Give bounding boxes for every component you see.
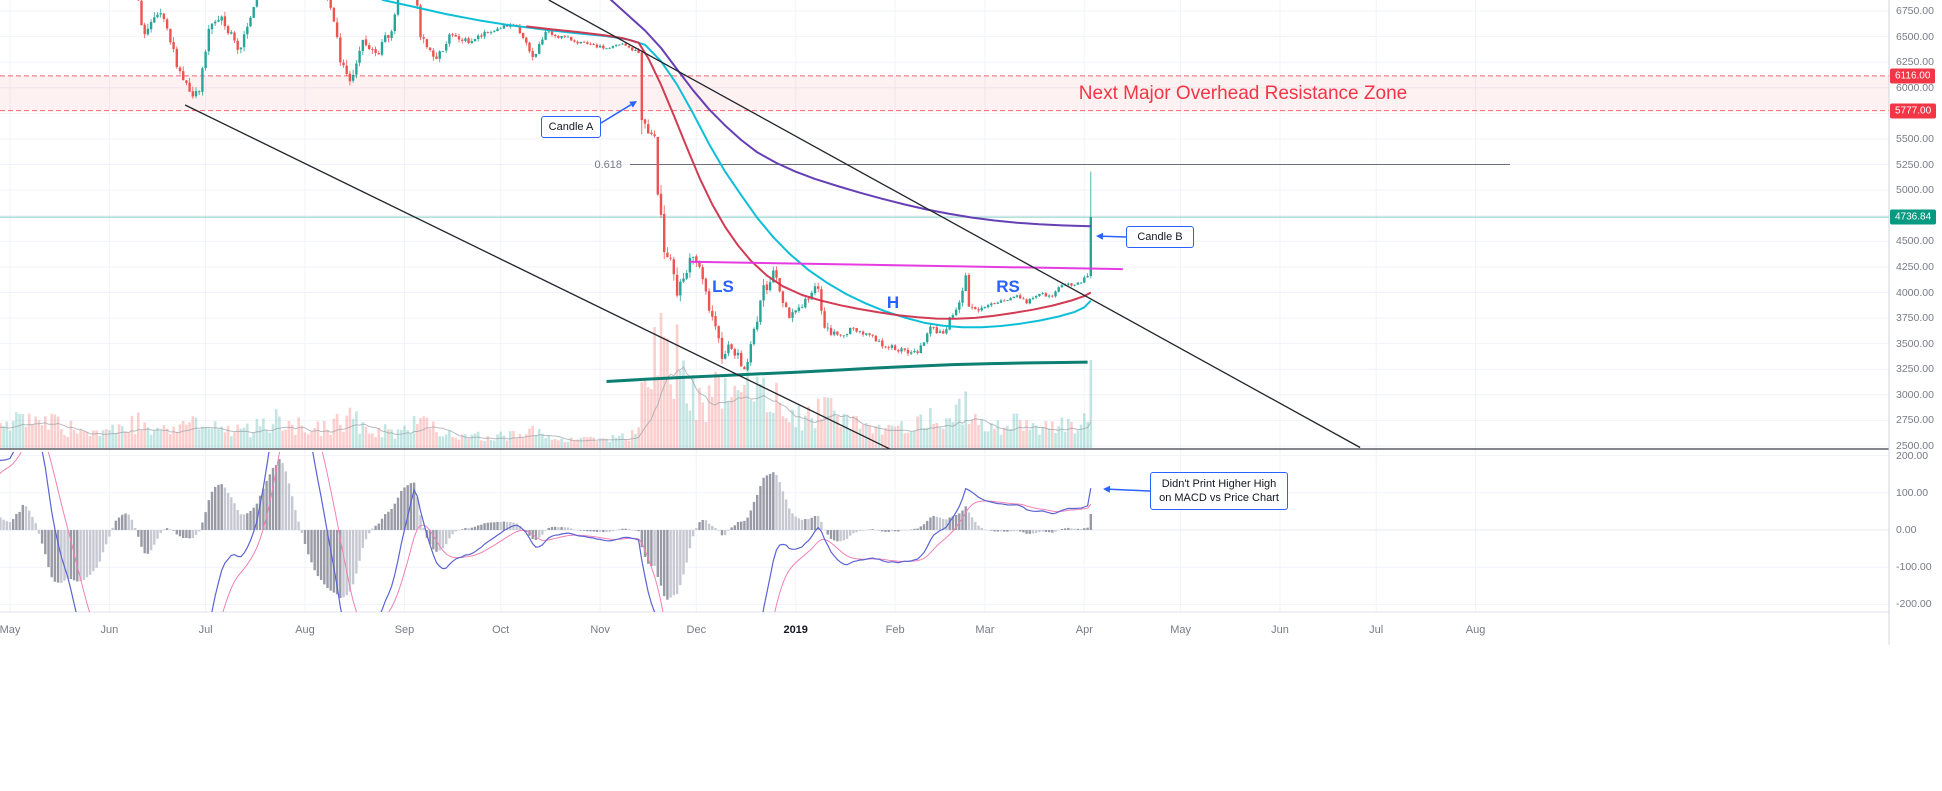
price-axis-label: 4250.00	[1896, 260, 1934, 273]
macd-axis-label: 0.00	[1896, 524, 1917, 536]
price-axis-label: 4000.00	[1896, 286, 1934, 299]
macd-axis-label: 200.00	[1896, 449, 1929, 462]
price-axis-label: 3750.00	[1896, 312, 1934, 325]
volume-series	[0, 313, 1093, 448]
price-axis[interactable]: 6750.00 6500.00 6250.00 6116.00 6000.00 5777.…	[1890, 0, 1942, 645]
time-axis-label: Jun	[100, 624, 119, 636]
price-axis-label: 6000.00	[1896, 81, 1934, 94]
price-axis-label: 5000.00	[1896, 184, 1934, 197]
neckline[interactable]	[689, 260, 1123, 271]
time-axis-label: Sep	[394, 624, 415, 636]
volume-ma-line	[0, 366, 1092, 442]
time-axis-label: Apr	[1075, 624, 1093, 636]
candle-a-callout[interactable]: Candle A	[541, 116, 601, 138]
time-axis-label: Nov	[590, 624, 610, 636]
price-axis-label: 3250.00	[1896, 363, 1934, 376]
macd-signal-line	[0, 452, 1092, 612]
resistance-zone[interactable]	[0, 75, 1889, 112]
time-axis-label: Aug	[295, 624, 315, 636]
head-label[interactable]: H	[886, 293, 900, 312]
macd-note-arrow[interactable]	[1103, 485, 1151, 493]
macd-axis-label: -200.00	[1896, 598, 1932, 611]
price-axis-label: 3500.00	[1896, 337, 1934, 350]
time-axis-label: Jul	[1369, 624, 1384, 636]
fib-0618-label: 0.618	[594, 158, 622, 171]
price-axis-label: 5250.00	[1896, 158, 1934, 171]
candle-b-callout[interactable]: Candle B	[1126, 226, 1194, 248]
candle-a-arrow[interactable]	[600, 101, 637, 124]
time-axis-label: Jun	[1271, 624, 1289, 636]
price-axis-label: 6250.00	[1896, 56, 1934, 69]
price-axis-label: 4500.00	[1896, 235, 1934, 248]
price-axis-label: 6750.00	[1896, 5, 1934, 17]
price-axis-badge: 5777.00	[1890, 103, 1937, 119]
candle-b-arrow[interactable]	[1096, 232, 1127, 240]
resistance-zone-label[interactable]: Next Major Overhead Resistance Zone	[1078, 83, 1408, 104]
time-axis[interactable]: May Jun Jul Aug Sep Oct Nov Dec 2019 Feb Mar Apr May…	[0, 612, 1889, 645]
time-axis-label: Jul	[198, 624, 213, 636]
price-axis-label: 3000.00	[1896, 388, 1934, 401]
macd-axis-label: 100.00	[1896, 486, 1929, 499]
macd-divergence-callout[interactable]: Didn't Print Higher High on MACD vs Pric…	[1150, 472, 1288, 510]
time-axis-label: May	[0, 624, 21, 636]
macd-line	[0, 452, 1092, 612]
time-axis-label: Dec	[686, 624, 707, 636]
ma-teal[interactable]	[606, 360, 1088, 383]
price-axis-label: 2750.00	[1896, 414, 1934, 427]
macd-pane	[0, 452, 1092, 612]
time-axis-label: Aug	[1465, 624, 1486, 636]
time-axis-label: Feb	[885, 624, 905, 636]
upper-descending-trendline[interactable]	[548, 0, 1361, 449]
time-axis-label: May	[1170, 624, 1191, 636]
price-axis-label: 2500.00	[1896, 440, 1934, 452]
price-axis-badge: 4736.84	[1890, 209, 1937, 225]
left-shoulder-label[interactable]: LS	[712, 277, 734, 296]
price-axis-label: 6500.00	[1896, 30, 1934, 43]
lower-descending-trendline[interactable]	[184, 104, 891, 450]
time-axis-label: Oct	[492, 624, 510, 636]
candlestick-series	[137, 0, 1092, 371]
price-axis-badge: 6116.00	[1890, 68, 1936, 84]
price-axis-label: 5500.00	[1896, 132, 1934, 145]
macd-axis-label: -100.00	[1896, 561, 1932, 574]
time-axis-label: 2019	[783, 624, 808, 636]
ma-red[interactable]	[526, 25, 1092, 320]
right-shoulder-label[interactable]: RS	[996, 277, 1020, 296]
time-axis-label: Mar	[975, 624, 995, 636]
grid	[0, 0, 1889, 612]
ma-cyan[interactable]	[381, 0, 1092, 329]
